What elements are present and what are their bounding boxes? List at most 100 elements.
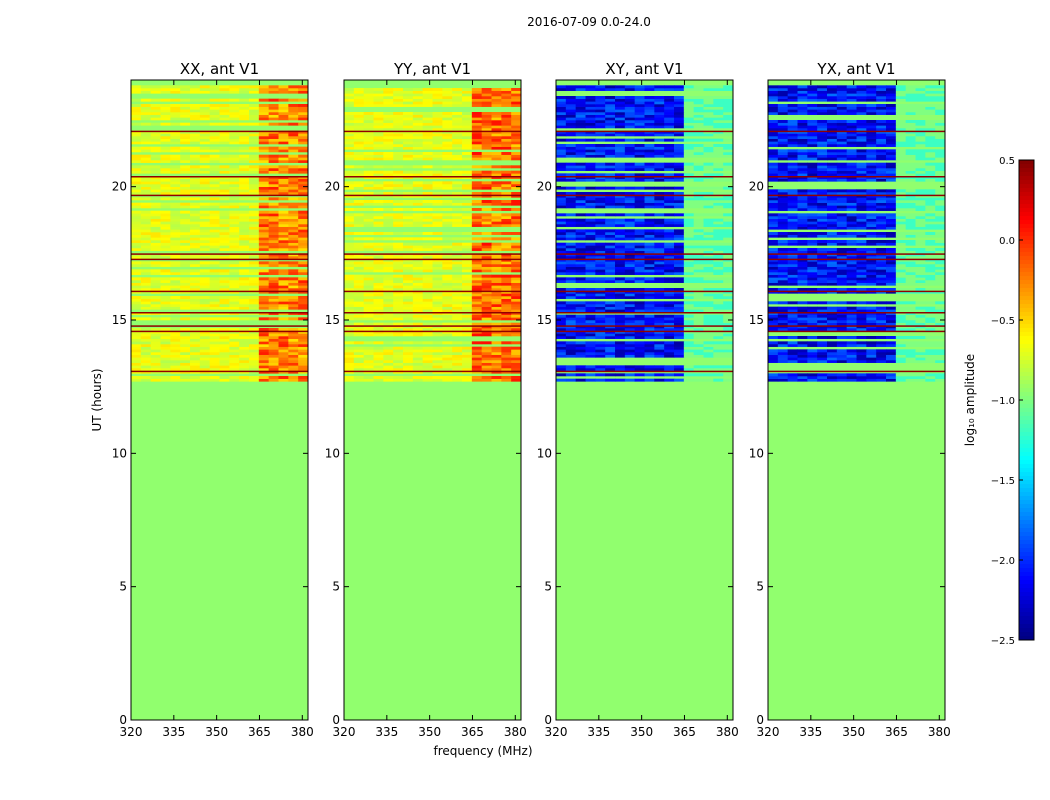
heat-cell <box>442 218 453 222</box>
heat-cell <box>683 178 695 182</box>
heat-cell <box>654 346 665 350</box>
heat-cell <box>481 157 492 161</box>
heat-cell <box>624 125 636 129</box>
heat-cell <box>556 146 567 150</box>
heat-cell <box>199 349 211 353</box>
heat-cell <box>713 250 724 254</box>
heat-cell <box>412 352 424 355</box>
heat-cell <box>403 349 414 353</box>
heat-cell <box>229 146 240 150</box>
heat-cell <box>674 378 685 382</box>
heat-cell <box>713 85 724 89</box>
heat-cell <box>422 245 433 249</box>
heat-cell <box>442 138 453 142</box>
heat-cell <box>846 349 857 353</box>
heat-cell <box>190 357 201 361</box>
heat-cell <box>664 165 675 169</box>
heat-cell <box>481 298 492 302</box>
heat-cell <box>556 349 567 353</box>
heat-cell <box>624 112 636 115</box>
heat-cell <box>693 96 704 99</box>
heat-cell <box>634 344 645 347</box>
heat-cell <box>556 301 567 305</box>
heat-cell <box>683 202 695 206</box>
heat-cell <box>664 378 675 382</box>
heat-cell <box>190 376 201 379</box>
heat-cell <box>199 168 211 171</box>
heat-cell <box>180 296 191 299</box>
heat-cell <box>565 234 577 238</box>
heat-cell <box>363 88 374 91</box>
heat-cell <box>442 274 453 278</box>
heat-cell <box>258 138 270 142</box>
heat-cell <box>713 248 724 251</box>
heat-cell <box>585 200 596 203</box>
heat-cell <box>644 138 655 142</box>
heat-cell <box>556 213 567 217</box>
heat-cell <box>442 317 453 321</box>
heat-cell <box>634 122 645 126</box>
heat-cell <box>556 125 567 129</box>
heat-cell <box>442 112 453 115</box>
heat-cell <box>713 344 724 347</box>
heat-cell <box>595 109 606 113</box>
heat-cell <box>298 210 309 214</box>
heat-cell <box>170 85 181 89</box>
heat-cell <box>288 197 299 201</box>
heat-cell <box>634 109 645 113</box>
heat-cell <box>605 354 616 358</box>
heat-cell <box>634 213 645 217</box>
heat-cell <box>585 250 596 254</box>
heat-cell <box>150 202 161 206</box>
heat-cell <box>654 224 665 227</box>
heat-cell <box>807 349 818 353</box>
heat-cell <box>511 221 522 225</box>
heat-cell <box>288 157 299 161</box>
heat-cell <box>501 101 512 105</box>
heat-cell <box>288 186 299 190</box>
heat-cell <box>481 282 492 286</box>
heat-cell <box>298 368 309 371</box>
heat-cell <box>170 333 181 337</box>
heat-cell <box>131 368 142 371</box>
heat-cell <box>595 341 606 345</box>
heat-cell <box>664 333 675 337</box>
heat-cell <box>595 133 606 137</box>
heat-cell <box>501 282 512 286</box>
heat-cell <box>199 242 211 246</box>
heat-cell <box>575 218 586 222</box>
heat-cell <box>452 133 463 137</box>
heat-cell <box>585 133 596 137</box>
heat-cell <box>199 221 211 225</box>
heat-cell <box>787 336 798 339</box>
heat-cell <box>634 114 645 118</box>
heat-cell <box>278 210 289 214</box>
heat-cell <box>199 202 211 206</box>
heat-cell <box>160 277 171 281</box>
heat-cell <box>683 365 695 369</box>
heat-cell <box>442 304 453 307</box>
heat-cell <box>383 298 394 302</box>
heat-cell <box>575 114 586 118</box>
heat-cell <box>383 224 394 227</box>
heat-cell <box>199 157 211 161</box>
heat-cell <box>393 184 404 187</box>
heat-cell <box>605 202 616 206</box>
heat-cell <box>452 165 463 169</box>
flagged-row <box>131 325 308 327</box>
heat-cell <box>442 120 453 123</box>
heat-cell <box>432 104 443 107</box>
heat-cell <box>249 181 260 185</box>
heat-cell <box>383 114 394 118</box>
heat-cell <box>565 296 577 299</box>
heat-cell <box>229 354 240 358</box>
heat-cell <box>229 365 240 369</box>
heat-cell <box>258 240 270 243</box>
heat-cell <box>393 368 404 371</box>
heat-cell <box>836 378 848 382</box>
heat-cell <box>249 141 260 145</box>
heat-cell <box>344 93 355 97</box>
heat-cell <box>605 224 616 227</box>
heat-cell <box>703 101 714 105</box>
